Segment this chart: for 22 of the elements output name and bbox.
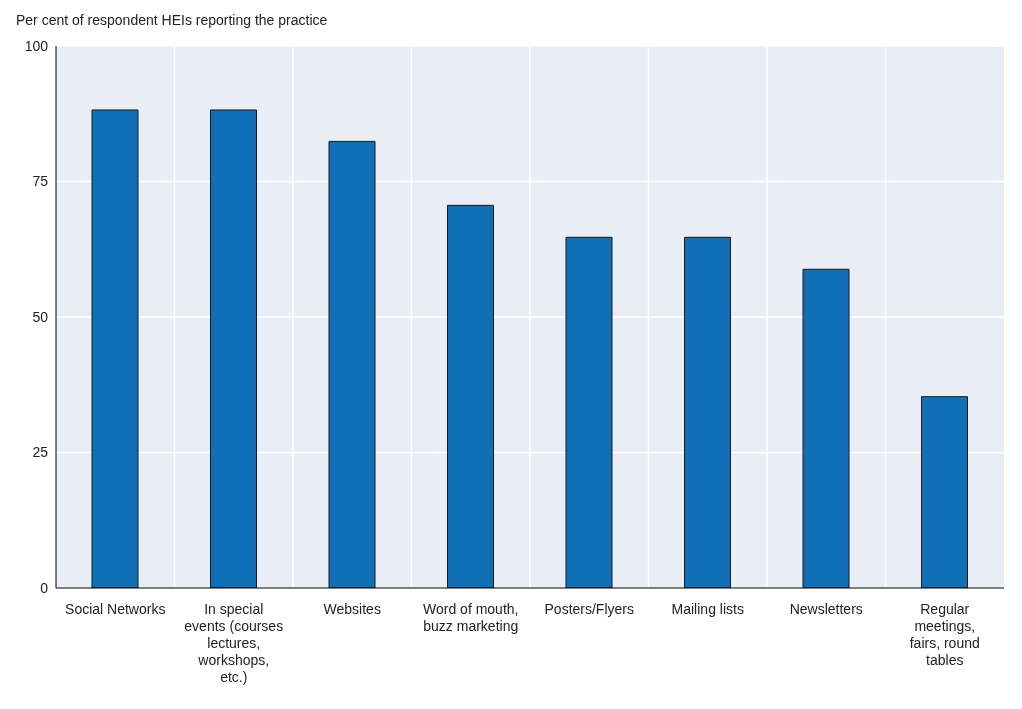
bar [802,268,850,588]
x-tick-label: Newsletters [789,601,863,617]
x-tick-label: Social Networks [65,601,166,617]
y-tick-label: 25 [32,444,49,461]
y-tick-label: 0 [40,579,49,596]
y-tick-label: 75 [32,173,49,190]
bar [447,204,494,588]
y-tick-label: 50 [32,308,49,325]
bar [565,236,613,588]
x-tick-label: Word of mouth, buzz marketing [423,601,519,634]
x-tick-label: Regular meetings, fairs, round tables [909,601,980,668]
x-tick-label: Mailing lists [671,601,744,617]
bar [684,236,731,588]
bar [91,109,139,588]
bar [921,396,968,588]
bar [210,109,257,588]
bar [328,140,376,588]
x-tick-label: Posters/Flyers [544,601,634,617]
x-tick-label: In special events (courses lectures, workshops, etc.) [184,601,284,685]
y-tick-label: 100 [24,37,49,54]
y-axis-title: Per cent of respondent HEIs reporting the practice [16,12,328,28]
x-tick-label: Websites [323,601,381,617]
